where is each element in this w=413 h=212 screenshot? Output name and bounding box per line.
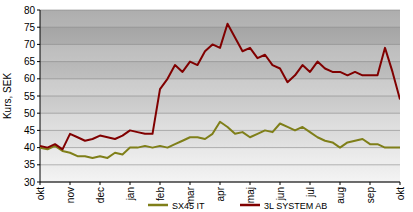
x-tick xyxy=(280,182,281,185)
x-tick-label: jan xyxy=(125,187,136,201)
grid-line xyxy=(40,27,400,28)
y-tick-label: 30 xyxy=(24,177,36,188)
x-tick-label: apr xyxy=(215,186,226,201)
plot-background xyxy=(40,10,400,182)
series-line xyxy=(40,122,400,158)
x-tick xyxy=(220,182,221,185)
legend-label: 3L SYSTEM AB xyxy=(264,201,327,211)
x-tick xyxy=(340,182,341,185)
x-tick-label: sep xyxy=(365,187,376,204)
grid-line xyxy=(40,113,400,114)
y-axis-label: Kurs, SEK xyxy=(2,73,13,119)
series-line xyxy=(40,24,400,150)
x-tick xyxy=(400,182,401,185)
grid-line xyxy=(40,96,400,97)
x-tick xyxy=(310,182,311,185)
grid-line xyxy=(40,78,400,79)
x-tick xyxy=(40,182,41,185)
x-tick-label: aug xyxy=(335,187,346,204)
legend-swatch xyxy=(240,204,260,207)
x-tick xyxy=(190,182,191,185)
grid-line xyxy=(40,147,400,148)
x-tick-label: dec xyxy=(95,187,106,203)
x-tick xyxy=(250,182,251,185)
x-tick-label: jun xyxy=(275,187,286,201)
y-tick-label: 40 xyxy=(24,142,36,153)
x-tick xyxy=(70,182,71,185)
y-tick-label: 80 xyxy=(24,5,36,16)
grid-line xyxy=(40,130,400,131)
x-tick-label: jul xyxy=(305,187,316,198)
y-tick-label: 70 xyxy=(24,39,36,50)
x-tick-label: nov xyxy=(65,187,76,203)
y-axis xyxy=(40,10,41,182)
y-tick-label: 55 xyxy=(24,91,36,102)
x-tick-label: maj xyxy=(245,187,256,203)
x-tick-label: feb xyxy=(155,187,166,201)
x-tick xyxy=(160,182,161,185)
y-tick-label: 60 xyxy=(24,73,36,84)
legend-label: SX45 IT xyxy=(172,201,205,211)
chart: 3035404550556065707580oktnovdecjanfebmar… xyxy=(0,0,413,212)
band xyxy=(40,79,400,96)
band xyxy=(40,148,400,165)
grid-line xyxy=(40,10,400,11)
plot-lines xyxy=(40,24,400,158)
band xyxy=(40,10,400,27)
x-tick-label: okt xyxy=(35,187,46,201)
legend-swatch xyxy=(148,204,168,207)
y-tick-label: 65 xyxy=(24,56,36,67)
y-tick-label: 50 xyxy=(24,108,36,119)
y-tick-label: 75 xyxy=(24,22,36,33)
grid-line xyxy=(40,61,400,62)
x-tick-label: okt xyxy=(395,187,406,201)
grid-line xyxy=(40,164,400,165)
x-tick xyxy=(100,182,101,185)
y-tick-label: 45 xyxy=(24,125,36,136)
y-tick-label: 35 xyxy=(24,159,36,170)
x-tick xyxy=(130,182,131,185)
x-tick xyxy=(370,182,371,185)
